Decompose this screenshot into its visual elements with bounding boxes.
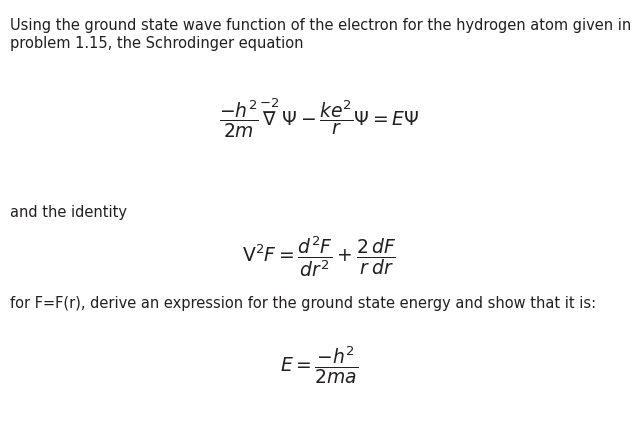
Text: Using the ground state wave function of the electron for the hydrogen atom given: Using the ground state wave function of …: [10, 18, 631, 33]
Text: problem 1.15, the Schrodinger equation: problem 1.15, the Schrodinger equation: [10, 36, 304, 51]
Text: $E = \dfrac{-h^2}{2ma}$: $E = \dfrac{-h^2}{2ma}$: [280, 344, 358, 386]
Text: and the identity: and the identity: [10, 205, 127, 220]
Text: $\dfrac{-h^2}{2m}\overset{-2}{\nabla}\,\Psi - \dfrac{ke^2}{r}\Psi = E\Psi$: $\dfrac{-h^2}{2m}\overset{-2}{\nabla}\,\…: [219, 96, 419, 139]
Text: $\mathrm{V}^2F = \dfrac{d^2F}{dr^2} + \dfrac{2\,dF}{r\;dr}$: $\mathrm{V}^2F = \dfrac{d^2F}{dr^2} + \d…: [242, 234, 396, 279]
Text: for F=F(r), derive an expression for the ground state energy and show that it is: for F=F(r), derive an expression for the…: [10, 296, 596, 311]
